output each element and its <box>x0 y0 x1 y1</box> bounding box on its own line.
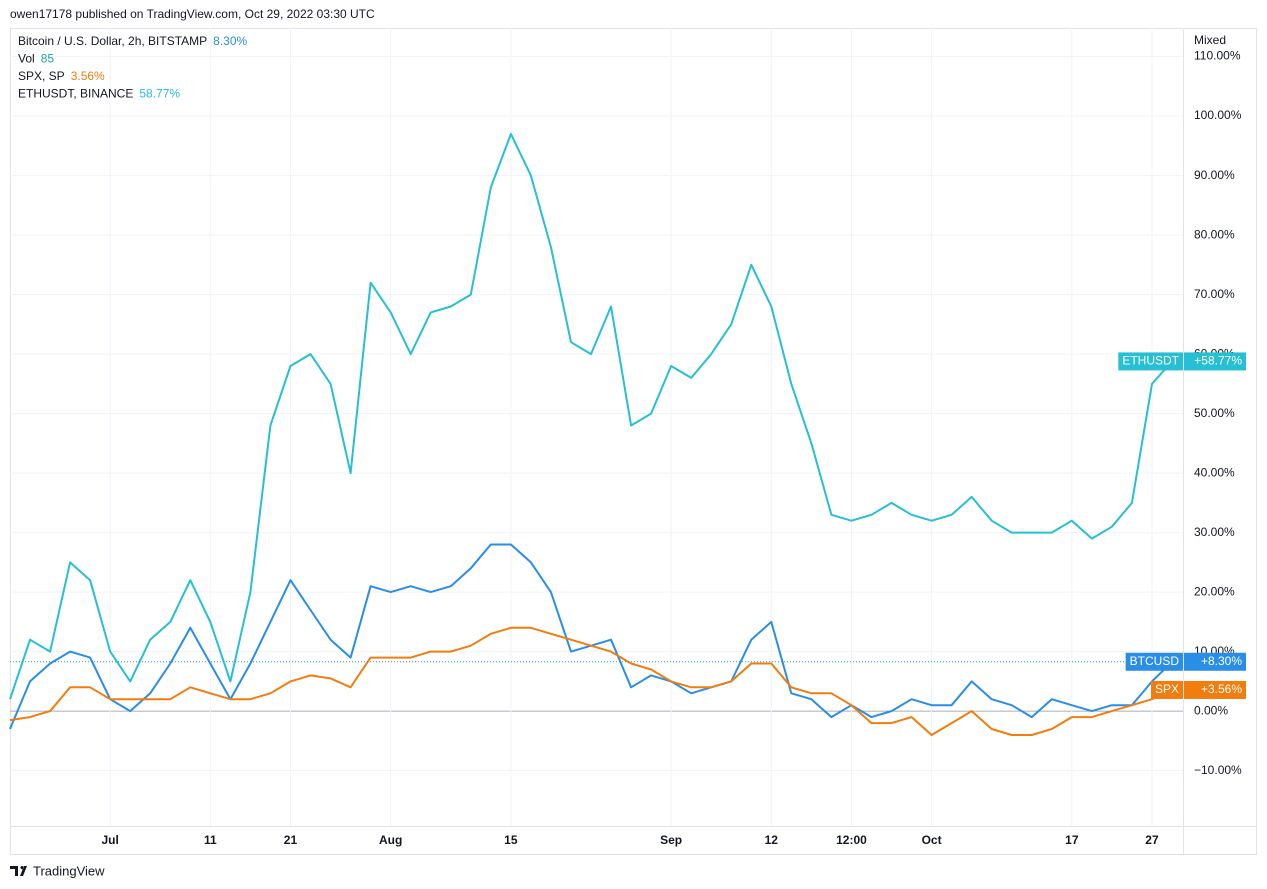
badge-name-bg <box>1118 352 1183 371</box>
legend-value: 3.56% <box>71 69 105 83</box>
y-tick-label: 80.00% <box>1194 227 1235 241</box>
y-tick-label: 100.00% <box>1194 108 1242 122</box>
y-tick-label: 90.00% <box>1194 168 1235 182</box>
scale-mode: Mixed <box>1194 33 1226 47</box>
x-tick-label: Sep <box>660 833 682 847</box>
legend-name: Bitcoin / U.S. Dollar, 2h, BITSTAMP <box>18 34 207 48</box>
x-tick-label: Jul <box>102 833 119 847</box>
brand-logo <box>10 866 27 876</box>
y-tick-label: 30.00% <box>1194 525 1235 539</box>
price-badge: SPX +3.56% <box>1150 680 1246 699</box>
y-tick-label: 0.00% <box>1194 703 1228 717</box>
badge-name-bg <box>1125 652 1183 671</box>
series-line <box>9 132 1173 700</box>
badge-value: +58.77% <box>1194 354 1242 368</box>
legend-name: ETHUSDT, BINANCE <box>18 87 133 101</box>
x-tick-label: 12:00 <box>836 833 867 847</box>
x-tick-label: 11 <box>204 833 217 847</box>
badge-value-bg <box>1184 680 1246 699</box>
x-tick-label: 15 <box>504 833 518 847</box>
series-line <box>9 626 1173 736</box>
legend-value: 58.77% <box>139 87 180 101</box>
badge-value: +3.56% <box>1201 682 1242 696</box>
x-tick-label: Oct <box>922 833 942 847</box>
badge-value-bg <box>1184 352 1246 371</box>
x-tick-label: 27 <box>1145 833 1159 847</box>
x-tick-label: 21 <box>284 833 298 847</box>
legend-name: Vol <box>18 52 35 66</box>
y-tick-label: 20.00% <box>1194 584 1235 598</box>
price-badge: ETHUSDT +58.77% <box>1118 352 1246 371</box>
price-badge: BTCUSD +8.30% <box>1125 652 1246 671</box>
legend-value: 8.30% <box>213 34 247 48</box>
y-tick-label: −10.00% <box>1194 763 1242 777</box>
legend-name: SPX, SP <box>18 69 65 83</box>
brand: TradingView <box>33 863 105 878</box>
header: owen17178 published on TradingView.com, … <box>10 7 375 21</box>
x-tick-label: 17 <box>1065 833 1079 847</box>
badge-name: ETHUSDT <box>1122 354 1179 368</box>
y-tick-label: 70.00% <box>1194 287 1235 301</box>
legend-value: 85 <box>41 52 55 66</box>
y-tick-label: 110.00% <box>1194 49 1241 63</box>
badge-value: +8.30% <box>1201 654 1242 668</box>
y-tick-label: 40.00% <box>1194 465 1235 479</box>
frame <box>10 28 1257 855</box>
x-tick-label: Aug <box>379 833 402 847</box>
badge-name: BTCUSD <box>1130 654 1180 668</box>
x-tick-label: 12 <box>765 833 779 847</box>
y-tick-label: 50.00% <box>1194 406 1235 420</box>
badge-name: SPX <box>1155 682 1179 696</box>
badge-name-bg <box>1150 680 1183 699</box>
badge-value-bg <box>1184 652 1246 671</box>
